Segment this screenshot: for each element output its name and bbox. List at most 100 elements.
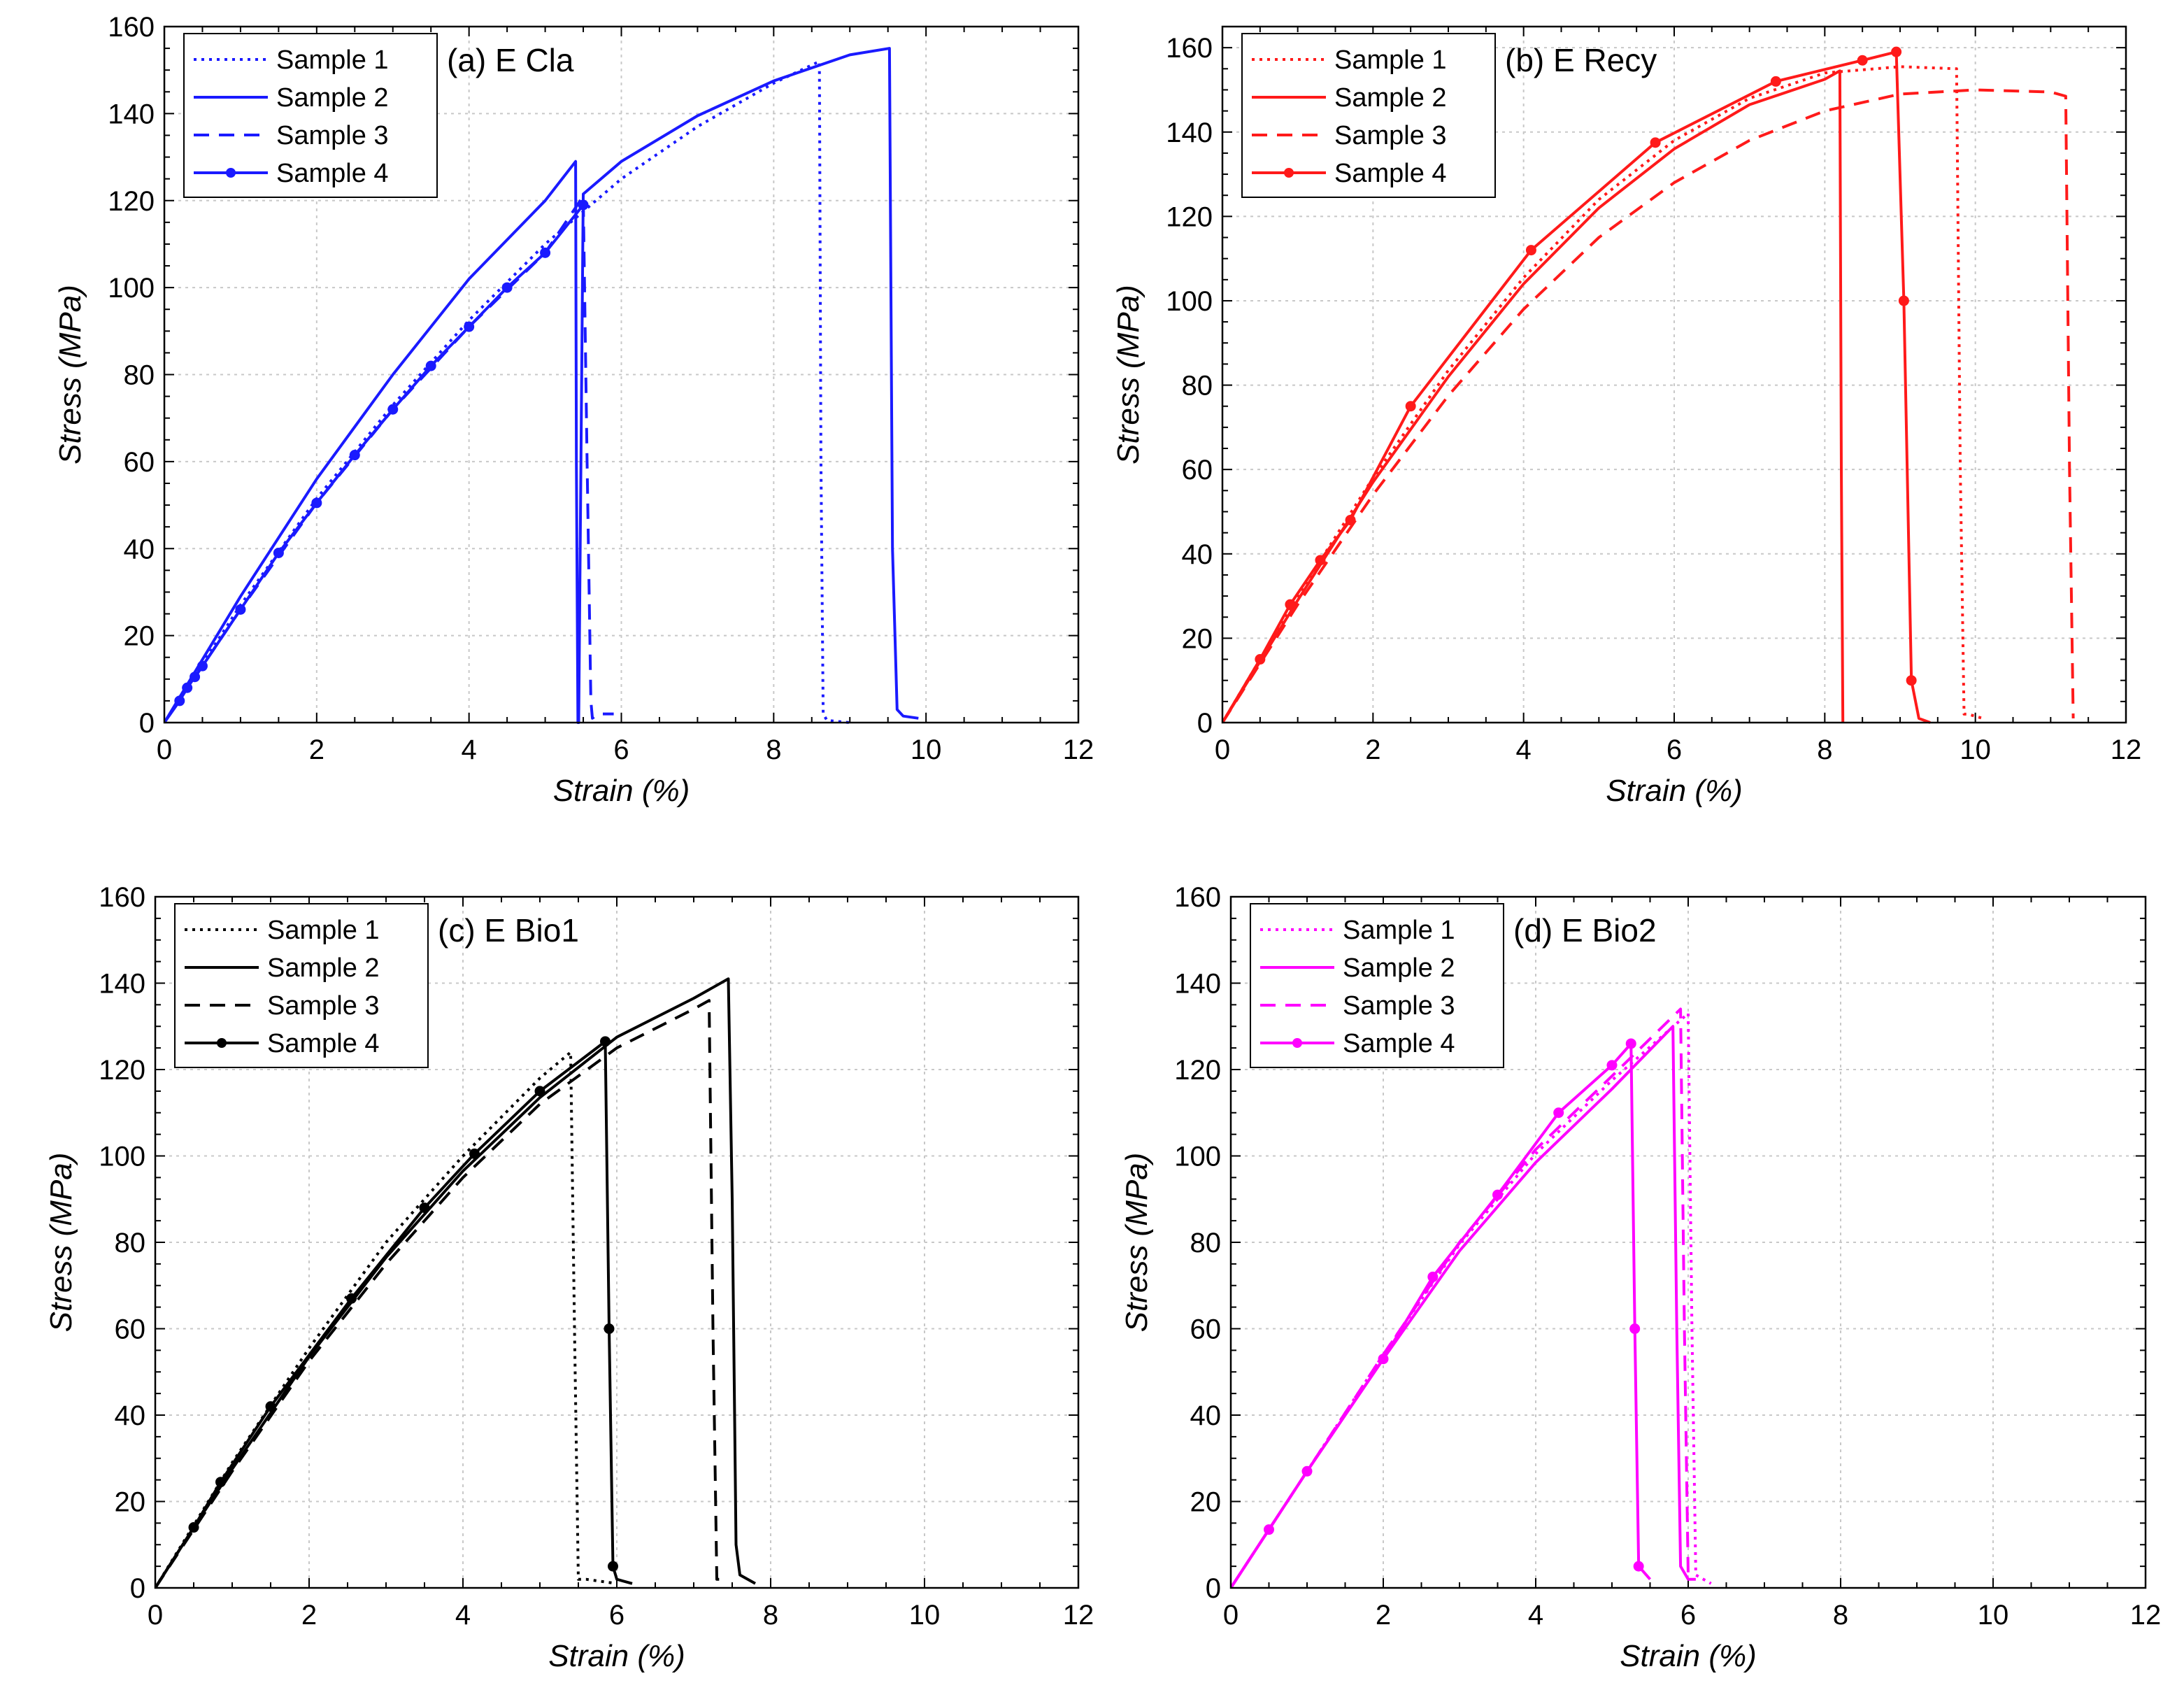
panel-title: (b) E Recy [1505, 42, 1657, 78]
y-tick-label: 20 [115, 1487, 146, 1518]
series-line-sample-1 [1231, 1011, 1712, 1589]
legend-label: Sample 4 [1334, 159, 1447, 188]
x-tick-label: 0 [148, 1600, 163, 1631]
y-tick-label: 140 [99, 969, 145, 1000]
x-tick-label: 2 [1376, 1600, 1391, 1631]
data-point-marker [265, 1401, 276, 1412]
x-tick-label: 2 [301, 1600, 317, 1631]
data-point-marker [608, 1561, 618, 1572]
legend-label: Sample 2 [1334, 83, 1447, 113]
y-tick-label: 20 [1182, 623, 1213, 654]
data-point-marker [1898, 295, 1909, 306]
data-point-marker [604, 1323, 615, 1334]
y-tick-label: 80 [115, 1228, 146, 1258]
legend-label: Sample 3 [1343, 991, 1455, 1021]
y-tick-label: 140 [1166, 118, 1213, 148]
y-axis-label: Stress (MPa) [44, 1153, 78, 1333]
data-point-marker [1906, 675, 1917, 686]
series-line-sample-4 [164, 204, 585, 724]
y-tick-label: 40 [124, 534, 155, 565]
x-tick-label: 12 [1063, 1600, 1094, 1631]
data-point-marker [1405, 401, 1416, 412]
series-line-sample-4 [1231, 1042, 1652, 1589]
x-tick-label: 4 [1516, 734, 1532, 765]
data-point-marker [174, 695, 185, 707]
data-point-marker [419, 1202, 430, 1214]
y-tick-label: 80 [1190, 1228, 1222, 1258]
data-point-marker [600, 1036, 611, 1047]
legend-label: Sample 3 [267, 991, 380, 1021]
y-tick-label: 60 [124, 447, 155, 478]
y-tick-label: 20 [124, 621, 155, 652]
x-tick-label: 10 [1978, 1600, 2009, 1631]
data-point-marker [1857, 55, 1868, 66]
y-tick-label: 0 [1197, 708, 1213, 739]
x-tick-label: 8 [766, 734, 781, 765]
x-tick-label: 8 [1833, 1600, 1848, 1631]
x-tick-label: 4 [455, 1600, 471, 1631]
legend-marker [217, 1038, 227, 1048]
legend-marker [1292, 1038, 1302, 1048]
series-line-sample-3 [155, 999, 725, 1589]
x-tick-label: 6 [609, 1600, 624, 1631]
data-point-marker [540, 247, 551, 258]
data-point-marker [501, 282, 513, 293]
y-tick-label: 100 [1166, 286, 1213, 317]
legend-label: Sample 4 [1343, 1029, 1455, 1058]
panel-title: (a) E Cla [447, 42, 574, 78]
y-axis-label: Stress (MPa) [1111, 285, 1145, 464]
data-point-marker [188, 1522, 199, 1533]
y-tick-label: 0 [130, 1573, 145, 1604]
legend-label: Sample 2 [276, 83, 389, 113]
data-point-marker [1492, 1189, 1503, 1200]
x-tick-label: 2 [1365, 734, 1380, 765]
y-tick-label: 0 [139, 708, 155, 739]
y-tick-label: 60 [115, 1314, 146, 1345]
y-tick-label: 120 [108, 186, 155, 217]
y-tick-label: 160 [1166, 33, 1213, 64]
y-tick-label: 140 [1174, 969, 1221, 1000]
panel-title: (d) E Bio2 [1513, 912, 1657, 949]
series-line-sample-1 [1222, 65, 1983, 724]
y-tick-label: 160 [1174, 882, 1221, 913]
y-tick-label: 20 [1190, 1487, 1222, 1518]
x-axis-label: Strain (%) [1606, 774, 1743, 808]
legend-label: Sample 4 [276, 159, 389, 188]
data-point-marker [534, 1086, 545, 1097]
y-tick-label: 100 [99, 1142, 145, 1172]
data-point-marker [1315, 555, 1326, 566]
legend-marker [1284, 168, 1294, 178]
data-point-marker [182, 682, 193, 693]
y-tick-label: 100 [108, 273, 155, 304]
data-point-marker [1625, 1038, 1636, 1049]
y-tick-label: 40 [1190, 1400, 1222, 1431]
data-point-marker [235, 604, 246, 615]
axes-frame [154, 895, 1080, 1589]
x-tick-label: 6 [1666, 734, 1682, 765]
y-tick-label: 120 [1174, 1055, 1221, 1086]
y-tick-label: 40 [1182, 539, 1213, 570]
x-tick-label: 4 [1528, 1600, 1543, 1631]
data-point-marker [387, 404, 399, 415]
legend-label: Sample 1 [276, 45, 389, 75]
panel-title: (c) E Bio1 [438, 912, 579, 949]
y-tick-label: 0 [1206, 1573, 1221, 1604]
y-tick-label: 140 [108, 99, 155, 129]
y-tick-label: 120 [99, 1055, 145, 1086]
data-point-marker [311, 497, 322, 509]
x-tick-label: 6 [613, 734, 629, 765]
y-tick-label: 160 [99, 882, 145, 913]
data-point-marker [1427, 1271, 1439, 1282]
data-point-marker [425, 360, 436, 371]
x-tick-label: 2 [309, 734, 324, 765]
data-point-marker [273, 547, 284, 558]
x-tick-label: 0 [1215, 734, 1230, 765]
data-point-marker [469, 1148, 480, 1159]
series-line-sample-2 [155, 977, 756, 1589]
y-tick-label: 100 [1174, 1142, 1221, 1172]
data-point-marker [1770, 76, 1781, 87]
data-point-marker [1264, 1524, 1274, 1535]
